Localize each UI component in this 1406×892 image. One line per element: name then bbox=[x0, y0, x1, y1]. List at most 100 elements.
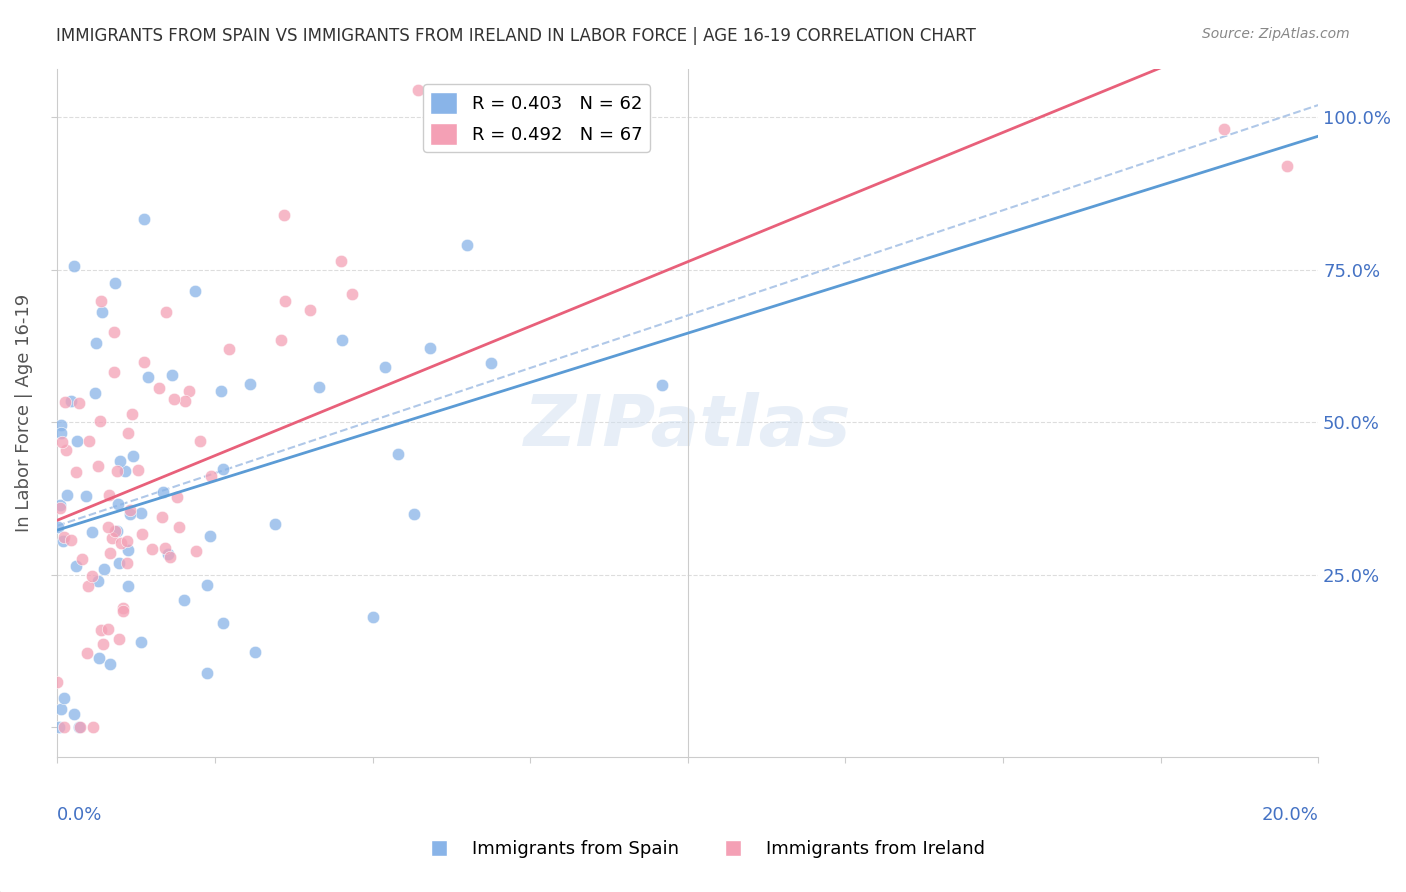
Point bbox=[132, 355, 155, 369]
Point bbox=[121, 449, 143, 463]
Point bbox=[46, 520, 69, 534]
Point bbox=[212, 462, 235, 476]
Point bbox=[49, 702, 72, 716]
Point bbox=[82, 569, 104, 583]
Point bbox=[108, 556, 131, 570]
Point bbox=[59, 533, 82, 547]
Point bbox=[174, 394, 197, 409]
Point bbox=[100, 657, 122, 671]
Point bbox=[60, 393, 83, 408]
Point bbox=[198, 529, 221, 543]
Point bbox=[80, 524, 103, 539]
Point bbox=[103, 365, 125, 379]
Point bbox=[121, 407, 143, 421]
Point bbox=[299, 303, 322, 318]
Point bbox=[51, 434, 73, 449]
Point bbox=[48, 720, 70, 734]
Point bbox=[75, 489, 97, 503]
Point bbox=[117, 425, 139, 440]
Point bbox=[111, 604, 134, 618]
Point bbox=[55, 443, 77, 458]
Point bbox=[53, 530, 76, 544]
Point bbox=[270, 334, 292, 348]
Point bbox=[117, 579, 139, 593]
Point bbox=[82, 720, 104, 734]
Point bbox=[91, 637, 114, 651]
Point bbox=[195, 578, 218, 592]
Point bbox=[52, 720, 75, 734]
Point bbox=[157, 547, 180, 561]
Point bbox=[361, 610, 384, 624]
Point bbox=[105, 464, 128, 478]
Point bbox=[104, 276, 127, 290]
Point bbox=[273, 208, 295, 222]
Point bbox=[76, 646, 98, 660]
Point bbox=[340, 287, 363, 301]
Point bbox=[209, 384, 232, 399]
Point bbox=[195, 666, 218, 681]
Point bbox=[90, 623, 112, 637]
Point bbox=[69, 720, 91, 734]
Point bbox=[103, 325, 125, 339]
Point bbox=[98, 487, 121, 501]
Point bbox=[97, 520, 120, 534]
Point bbox=[107, 632, 129, 646]
Point bbox=[89, 413, 111, 427]
Point bbox=[48, 501, 70, 516]
Point bbox=[159, 550, 181, 565]
Point bbox=[93, 562, 115, 576]
Point bbox=[65, 465, 87, 479]
Point bbox=[211, 616, 233, 631]
Point bbox=[155, 305, 177, 319]
Point bbox=[479, 356, 502, 370]
Legend: Immigrants from Spain, Immigrants from Ireland: Immigrants from Spain, Immigrants from I… bbox=[415, 833, 991, 865]
Text: 0.0%: 0.0% bbox=[58, 805, 103, 823]
Point bbox=[98, 546, 121, 560]
Point bbox=[177, 384, 200, 398]
Point bbox=[91, 305, 114, 319]
Point bbox=[105, 524, 128, 538]
Point bbox=[173, 593, 195, 607]
Point bbox=[76, 578, 98, 592]
Point bbox=[184, 544, 207, 558]
Point bbox=[167, 520, 190, 534]
Point bbox=[46, 675, 69, 690]
Point bbox=[218, 342, 240, 356]
Point bbox=[89, 650, 111, 665]
Point bbox=[118, 507, 141, 521]
Point bbox=[1275, 159, 1298, 173]
Point bbox=[238, 377, 260, 392]
Point bbox=[387, 447, 409, 461]
Point bbox=[131, 635, 153, 649]
Point bbox=[112, 600, 135, 615]
Point bbox=[330, 333, 353, 347]
Point bbox=[160, 368, 183, 382]
Point bbox=[404, 507, 426, 521]
Point bbox=[117, 534, 139, 549]
Point bbox=[138, 369, 160, 384]
Point bbox=[129, 507, 152, 521]
Point bbox=[329, 253, 352, 268]
Point bbox=[97, 622, 120, 636]
Point bbox=[87, 459, 110, 474]
Point bbox=[117, 556, 139, 570]
Point bbox=[200, 469, 222, 483]
Point bbox=[150, 510, 173, 524]
Point bbox=[456, 238, 478, 252]
Point bbox=[1212, 122, 1234, 136]
Point bbox=[84, 336, 107, 351]
Point bbox=[243, 645, 266, 659]
Point bbox=[152, 485, 174, 500]
Point bbox=[263, 516, 285, 531]
Point bbox=[114, 464, 136, 478]
Legend: R = 0.403   N = 62, R = 0.492   N = 67: R = 0.403 N = 62, R = 0.492 N = 67 bbox=[423, 85, 650, 152]
Point bbox=[131, 526, 153, 541]
Point bbox=[62, 706, 84, 721]
Point bbox=[127, 463, 149, 477]
Point bbox=[53, 394, 76, 409]
Y-axis label: In Labor Force | Age 16-19: In Labor Force | Age 16-19 bbox=[15, 293, 32, 533]
Point bbox=[51, 425, 73, 440]
Text: 20.0%: 20.0% bbox=[1261, 805, 1319, 823]
Point bbox=[184, 284, 207, 298]
Text: Source: ZipAtlas.com: Source: ZipAtlas.com bbox=[1202, 27, 1350, 41]
